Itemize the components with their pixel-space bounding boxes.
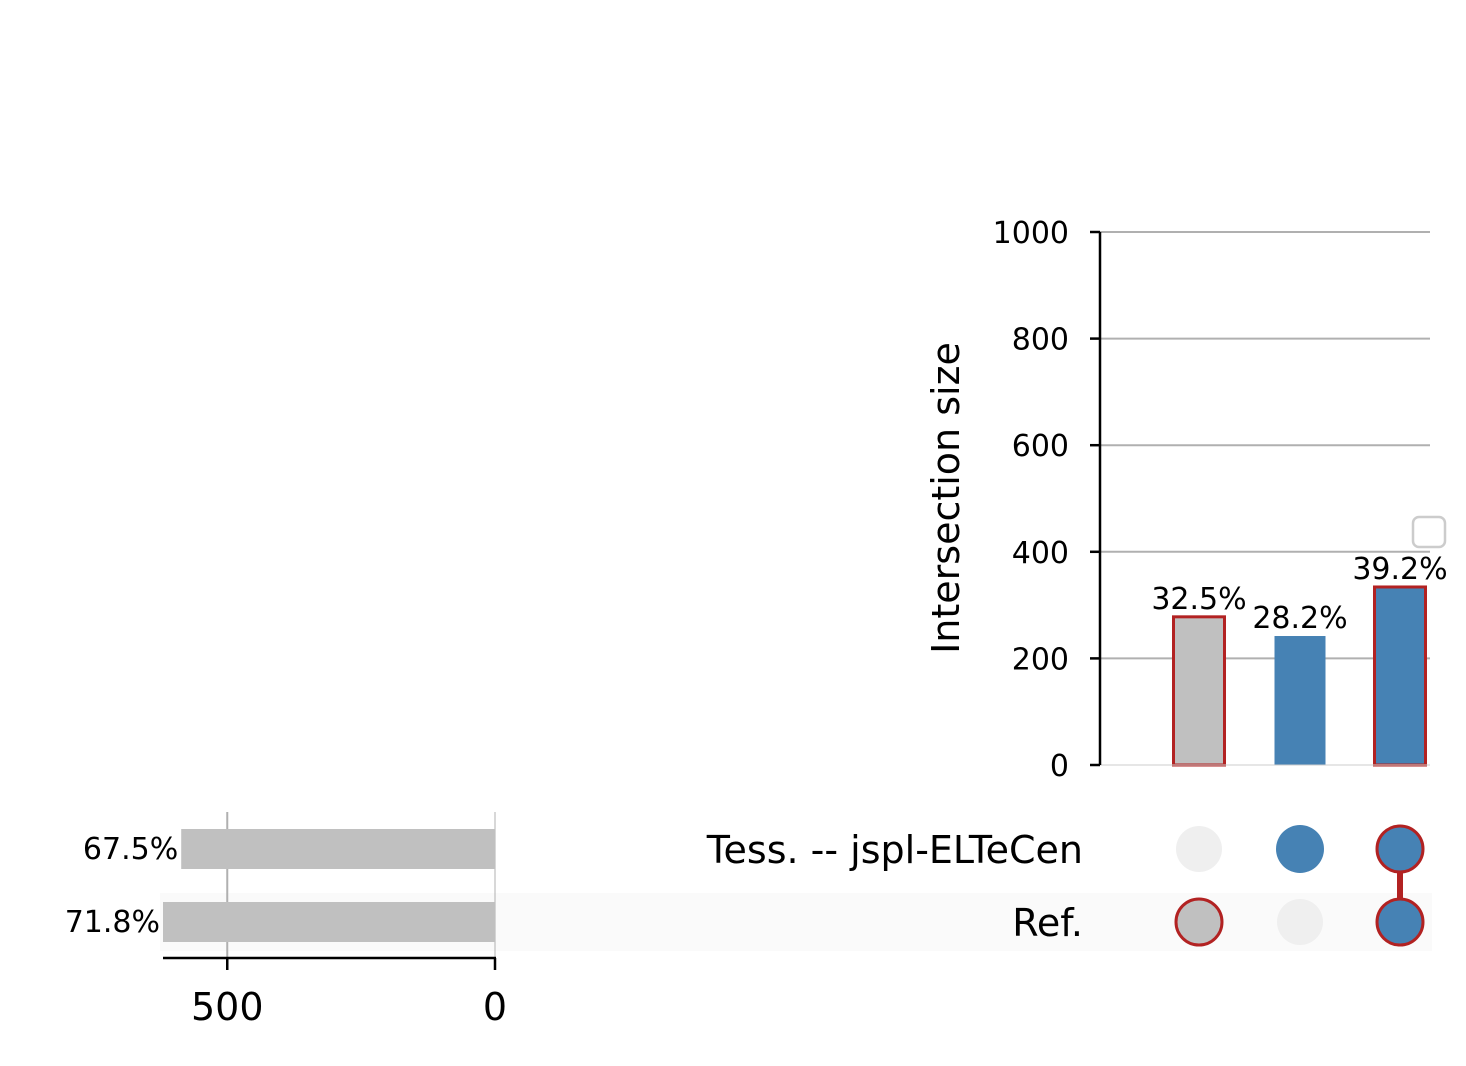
membership-matrix — [1174, 824, 1425, 947]
legend-box — [1411, 515, 1447, 549]
set-name-label: Ref. — [1012, 901, 1083, 945]
intersection-bars — [1172, 585, 1427, 767]
matrix-dot-active — [1375, 824, 1425, 874]
bar-value-labels: 32.5%28.2%39.2% — [1151, 552, 1447, 636]
y-tick-label: 0 — [1050, 749, 1069, 784]
matrix-dot-inactive — [1277, 899, 1323, 945]
set-size-percent-label: 67.5% — [83, 832, 178, 867]
matrix-dot-active — [1174, 897, 1224, 947]
set-size-bars — [163, 829, 495, 942]
bar-percent-label: 28.2% — [1252, 601, 1347, 636]
set-size-labels: 67.5% 71.8% — [65, 832, 179, 940]
y-tick-label: 800 — [1012, 323, 1069, 358]
intersection-panel: 0 200 400 600 800 1000 Intersection size 32.5… — [924, 216, 1448, 784]
y-ticks: 0 200 400 600 800 1000 — [993, 216, 1100, 784]
set-size-tick-label: 0 — [483, 985, 507, 1029]
y-tick-label: 600 — [1012, 429, 1069, 464]
set-size-ticks: 500 0 — [191, 958, 507, 1029]
set-names: Tess. -- jspl-ELTeCen Ref. — [706, 828, 1083, 945]
matrix-dot-inactive — [1176, 826, 1222, 872]
intersection-bar — [1172, 615, 1226, 767]
intersection-bar — [1274, 636, 1326, 765]
set-size-tick-label: 500 — [191, 985, 264, 1029]
set-size-percent-label: 71.8% — [65, 905, 160, 940]
y-tick-label: 1000 — [993, 216, 1069, 251]
set-size-bar — [181, 829, 495, 869]
set-size-panel: 500 0 67.5% 71.8% — [65, 812, 507, 1029]
set-name-label: Tess. -- jspl-ELTeCen — [706, 828, 1083, 872]
y-tick-label: 400 — [1012, 536, 1069, 571]
set-size-bar — [163, 902, 495, 942]
bar-percent-label: 32.5% — [1151, 582, 1246, 617]
intersection-bar — [1373, 585, 1427, 767]
matrix-dot-active — [1375, 897, 1425, 947]
y-axis-label: Intersection size — [924, 342, 968, 654]
y-tick-label: 200 — [1012, 642, 1069, 677]
matrix-dot-active — [1276, 825, 1324, 873]
bar-percent-label: 39.2% — [1352, 552, 1447, 587]
